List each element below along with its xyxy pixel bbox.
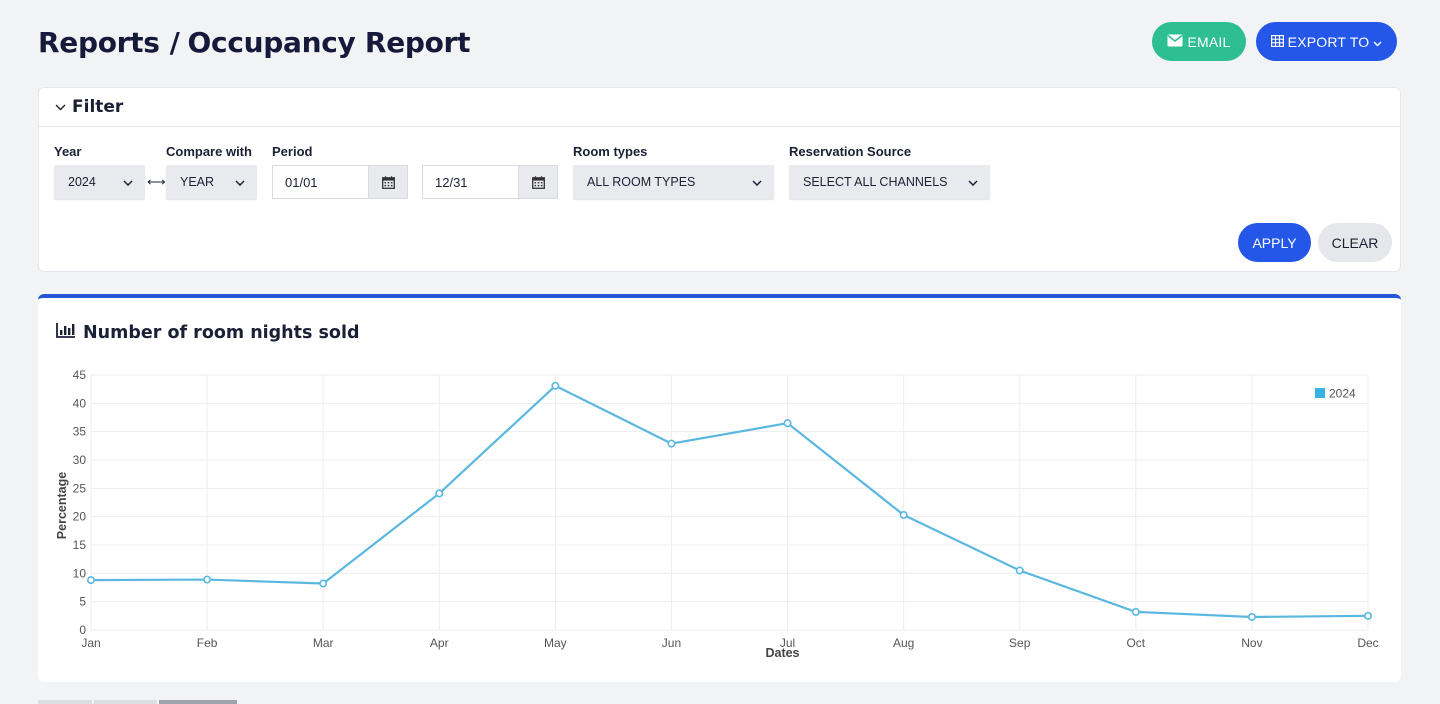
bottom-tabs bbox=[38, 700, 237, 704]
x-tick-label: Mar bbox=[313, 636, 334, 650]
x-tick-label: Dec bbox=[1357, 636, 1378, 650]
series-line bbox=[90, 384, 1369, 619]
data-point bbox=[1364, 611, 1373, 620]
reservation-source-select[interactable]: SELECT ALL CHANNELS bbox=[789, 165, 990, 199]
x-tick-label: Jan bbox=[81, 636, 100, 650]
filter-toggle[interactable]: Filter bbox=[39, 88, 1400, 127]
y-tick-label: 5 bbox=[79, 595, 86, 609]
email-button-label: EMAIL bbox=[1187, 33, 1231, 50]
period-start-field[interactable]: 01/01 bbox=[272, 165, 408, 199]
year-select[interactable]: 2024 bbox=[54, 165, 145, 199]
data-point bbox=[551, 381, 560, 390]
chart-title: Number of room nights sold bbox=[83, 322, 360, 343]
year-select-value: 2024 bbox=[68, 175, 96, 189]
calendar-icon[interactable] bbox=[518, 166, 557, 198]
y-axis-label: Percentage bbox=[55, 472, 69, 539]
y-tick-label: 45 bbox=[73, 368, 87, 382]
data-point bbox=[1131, 607, 1140, 616]
year-label: Year bbox=[54, 144, 82, 159]
data-point bbox=[783, 419, 792, 428]
y-tick-label: 0 bbox=[79, 623, 86, 637]
page-title: Reports / Occupancy Report bbox=[38, 22, 470, 62]
reservation-source-select-value: SELECT ALL CHANNELS bbox=[803, 175, 948, 189]
breadcrumb-reports[interactable]: Reports bbox=[38, 25, 160, 59]
data-point bbox=[203, 575, 212, 584]
x-tick-label: Jun bbox=[662, 636, 681, 650]
y-tick-label: 10 bbox=[73, 566, 87, 580]
tab-stub[interactable] bbox=[38, 700, 92, 704]
data-point bbox=[1015, 566, 1024, 575]
room-types-label: Room types bbox=[573, 144, 648, 159]
y-tick-label: 20 bbox=[73, 510, 87, 524]
filter-title: Filter bbox=[72, 97, 124, 117]
y-tick-label: 25 bbox=[73, 481, 87, 495]
legend-label: 2024 bbox=[1329, 387, 1356, 401]
x-tick-label: Apr bbox=[430, 636, 449, 650]
y-tick-label: 30 bbox=[73, 453, 87, 467]
breadcrumb: Reports / Occupancy Report bbox=[38, 26, 470, 59]
reservation-source-label: Reservation Source bbox=[789, 144, 912, 159]
chevron-down-icon bbox=[752, 175, 762, 189]
y-tick-label: 40 bbox=[73, 396, 87, 410]
tab-stub[interactable] bbox=[94, 700, 157, 704]
chevron-down-icon bbox=[55, 98, 66, 116]
data-point bbox=[319, 579, 328, 588]
data-point bbox=[86, 576, 95, 585]
data-point bbox=[1247, 612, 1256, 621]
room-types-select[interactable]: ALL ROOM TYPES bbox=[573, 165, 774, 199]
x-tick-label: Feb bbox=[197, 636, 218, 650]
filter-panel: Filter Year 2024 ⟷ Compare with YEAR Per… bbox=[38, 87, 1401, 272]
y-tick-label: 15 bbox=[73, 538, 87, 552]
x-tick-label: Jul bbox=[780, 636, 795, 650]
period-start-value: 01/01 bbox=[285, 174, 318, 190]
period-label: Period bbox=[272, 144, 313, 159]
compare-select-value: YEAR bbox=[180, 175, 215, 189]
x-tick-label: Nov bbox=[1241, 636, 1262, 650]
x-axis-label: Dates bbox=[765, 646, 799, 660]
envelope-icon bbox=[1167, 34, 1183, 50]
room-types-select-value: ALL ROOM TYPES bbox=[587, 175, 696, 189]
bar-chart-icon bbox=[56, 322, 76, 343]
breadcrumb-separator: / bbox=[169, 25, 180, 59]
chevron-down-icon bbox=[968, 175, 978, 189]
breadcrumb-current: Occupancy Report bbox=[187, 25, 471, 59]
y-tick-label: 35 bbox=[73, 425, 87, 439]
email-button[interactable]: EMAIL bbox=[1152, 22, 1246, 61]
compare-arrows-icon: ⟷ bbox=[147, 174, 166, 189]
chart-panel: Number of room nights sold 0 5 10 15 20 25 30 3… bbox=[38, 294, 1401, 682]
export-button[interactable]: EXPORT TO bbox=[1256, 22, 1397, 61]
calendar-icon[interactable] bbox=[368, 166, 407, 198]
compare-label: Compare with bbox=[166, 144, 252, 159]
chevron-down-icon bbox=[235, 175, 245, 189]
apply-button[interactable]: APPLY bbox=[1238, 223, 1311, 262]
x-tick-label: Sep bbox=[1009, 636, 1031, 650]
export-button-label: EXPORT TO bbox=[1287, 33, 1370, 50]
data-point bbox=[899, 510, 908, 519]
chevron-down-icon bbox=[123, 175, 133, 189]
period-end-value: 12/31 bbox=[435, 174, 468, 190]
period-end-field[interactable]: 12/31 bbox=[422, 165, 558, 199]
x-tick-label: May bbox=[544, 636, 567, 650]
chevron-down-icon bbox=[1373, 34, 1382, 50]
x-tick-label: Aug bbox=[893, 636, 914, 650]
x-tick-label: Oct bbox=[1126, 636, 1145, 650]
legend-swatch bbox=[1315, 388, 1325, 398]
chart-header: Number of room nights sold bbox=[56, 322, 359, 343]
compare-select[interactable]: YEAR bbox=[166, 165, 257, 199]
table-icon bbox=[1270, 34, 1284, 50]
line-chart: 0 5 10 15 20 25 30 35 40 45 Jan Feb Mar Apr May Jun Jul A… bbox=[55, 368, 1379, 660]
data-point bbox=[435, 489, 444, 498]
clear-button[interactable]: CLEAR bbox=[1318, 223, 1392, 262]
data-point bbox=[667, 439, 676, 448]
tab-stub[interactable] bbox=[159, 700, 237, 704]
